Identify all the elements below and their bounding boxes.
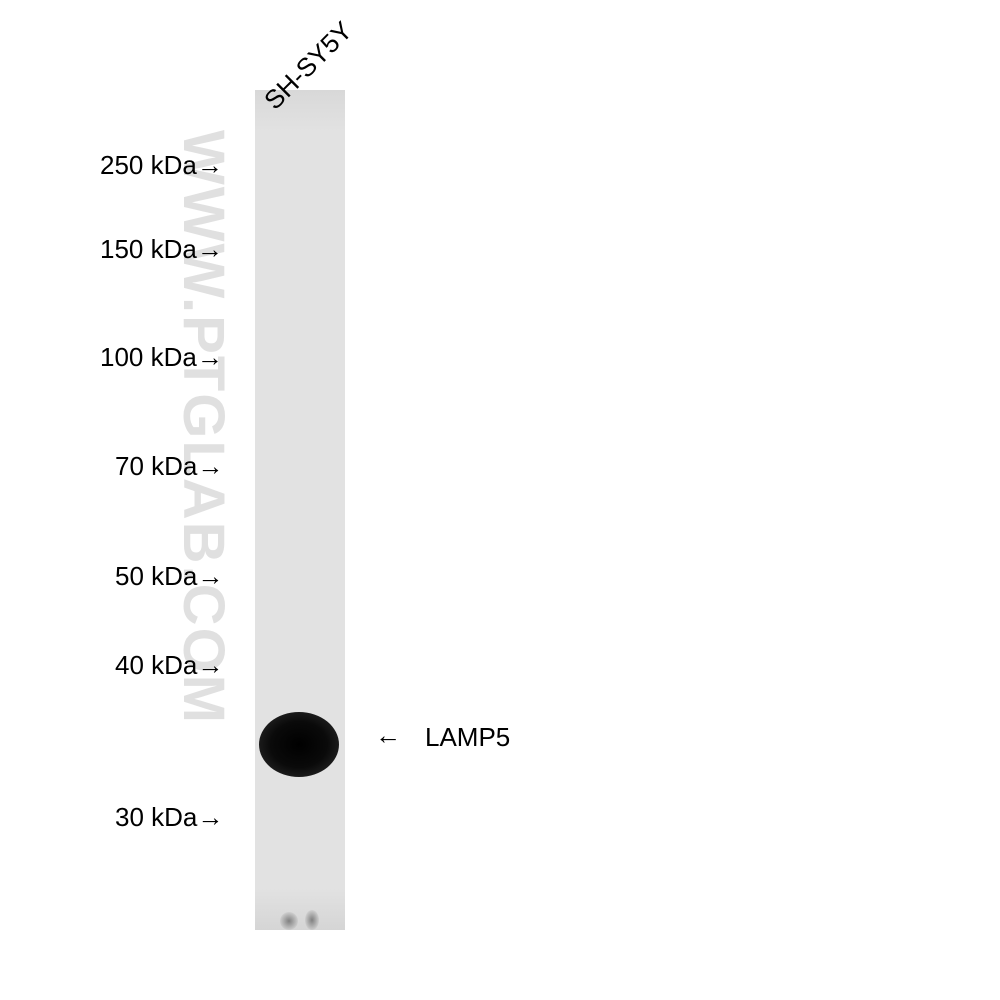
western-blot-figure: WWW.PTGLAB.COM SH-SY5Y 250 kDa→ 150 kDa→… bbox=[0, 0, 1000, 1000]
bottom-smudge-1 bbox=[280, 912, 298, 930]
gel-lane bbox=[255, 90, 345, 930]
bottom-smudge-2 bbox=[305, 910, 319, 930]
marker-70: 70 kDa→ bbox=[115, 451, 223, 482]
band-label-lamp5: LAMP5 bbox=[425, 722, 510, 753]
band-arrow: ← bbox=[375, 720, 401, 751]
protein-band-lamp5 bbox=[259, 712, 339, 777]
marker-250: 250 kDa→ bbox=[100, 150, 223, 181]
marker-150: 150 kDa→ bbox=[100, 234, 223, 265]
marker-50: 50 kDa→ bbox=[115, 561, 223, 592]
watermark-text: WWW.PTGLAB.COM bbox=[170, 130, 237, 725]
marker-100: 100 kDa→ bbox=[100, 342, 223, 373]
marker-40: 40 kDa→ bbox=[115, 650, 223, 681]
marker-30: 30 kDa→ bbox=[115, 802, 223, 833]
